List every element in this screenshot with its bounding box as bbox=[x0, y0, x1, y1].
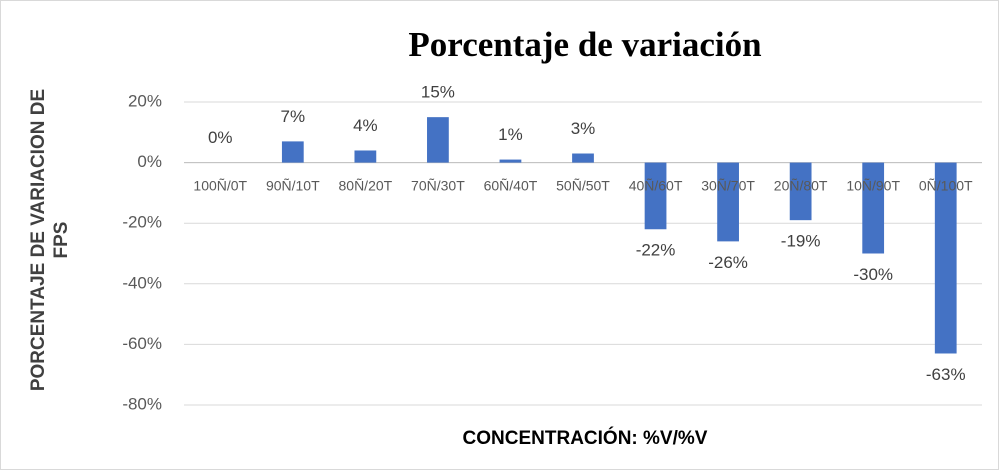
y-tick-label: -40% bbox=[122, 273, 162, 292]
bar bbox=[717, 162, 739, 242]
y-tick-label: -80% bbox=[122, 394, 162, 413]
data-label: 7% bbox=[281, 107, 306, 126]
x-tick-label: 80Ñ/20T bbox=[339, 177, 393, 193]
y-axis-title: PORCENTAJE DE VARIACION DE FPS bbox=[28, 88, 72, 392]
data-label: -22% bbox=[636, 241, 676, 260]
chart-title: Porcentaje de variación bbox=[408, 25, 761, 64]
y-tick-label: -20% bbox=[122, 213, 162, 232]
data-label: -26% bbox=[708, 253, 748, 272]
bar bbox=[644, 162, 667, 230]
y-tick-label: 0% bbox=[137, 152, 162, 171]
x-tick-label: 70Ñ/30T bbox=[411, 177, 465, 193]
x-tick-label: 60Ñ/40T bbox=[484, 177, 538, 193]
x-tick-label: 50Ñ/50T bbox=[556, 177, 610, 193]
bar bbox=[862, 162, 885, 254]
bar bbox=[427, 117, 449, 163]
data-label: 4% bbox=[353, 116, 378, 135]
x-tick-label: 40Ñ/60T bbox=[629, 177, 683, 193]
bar bbox=[789, 162, 812, 221]
bar bbox=[354, 150, 377, 163]
x-axis-title: CONCENTRACIÓN: %V/%V bbox=[463, 427, 708, 449]
data-label: -30% bbox=[853, 265, 893, 284]
x-tick-label: 100Ñ/0T bbox=[193, 177, 247, 193]
x-tick-label: 30Ñ/70T bbox=[701, 177, 755, 193]
y-tick-label: -60% bbox=[122, 334, 162, 353]
bar bbox=[499, 159, 522, 163]
data-label: 0% bbox=[208, 128, 233, 147]
x-tick-label: 10Ñ/90T bbox=[846, 177, 900, 193]
data-label: 3% bbox=[571, 119, 596, 138]
y-tick-label: 20% bbox=[128, 91, 162, 110]
bar bbox=[281, 141, 304, 163]
x-tick-label: 90Ñ/10T bbox=[266, 177, 320, 193]
data-label: 15% bbox=[421, 83, 455, 102]
data-label: -19% bbox=[781, 232, 821, 251]
data-label: -63% bbox=[926, 365, 966, 384]
bar bbox=[934, 162, 957, 354]
bar bbox=[572, 153, 594, 163]
data-label: 1% bbox=[498, 125, 523, 144]
x-tick-label: 20Ñ/80T bbox=[774, 177, 828, 193]
x-tick-label: 0Ñ/100T bbox=[919, 177, 973, 193]
